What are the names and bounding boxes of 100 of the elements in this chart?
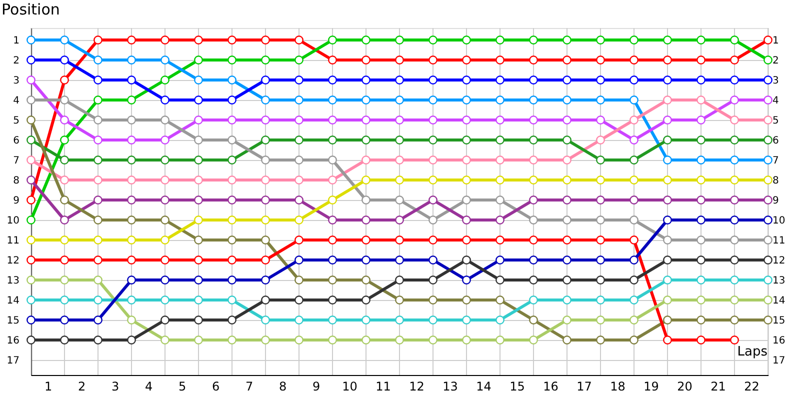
point — [764, 76, 772, 84]
point — [630, 256, 638, 264]
point — [94, 336, 102, 344]
point — [696, 296, 706, 304]
point — [428, 336, 438, 344]
point — [462, 116, 471, 124]
point — [127, 76, 136, 84]
point — [362, 156, 370, 164]
point — [395, 176, 404, 184]
point — [26, 236, 36, 244]
point — [663, 76, 672, 84]
point — [462, 76, 471, 84]
point — [395, 216, 404, 224]
point — [362, 136, 370, 144]
x-tick-label: 11 — [376, 380, 391, 394]
point — [562, 116, 572, 124]
point — [663, 156, 672, 164]
point — [630, 36, 638, 44]
point — [294, 76, 304, 84]
point — [462, 236, 471, 244]
point — [696, 136, 706, 144]
point — [428, 236, 438, 244]
point — [730, 276, 739, 284]
point — [60, 236, 69, 244]
point — [194, 236, 203, 244]
point — [596, 156, 605, 164]
point — [730, 236, 739, 244]
point — [562, 176, 572, 184]
point — [328, 96, 337, 104]
point — [26, 276, 36, 284]
y-tick-label: 3 — [13, 76, 20, 86]
point — [261, 316, 270, 324]
point — [663, 336, 672, 344]
point — [428, 276, 438, 284]
point — [428, 196, 438, 204]
point — [764, 156, 772, 164]
point — [228, 96, 236, 104]
point — [730, 56, 739, 64]
point — [764, 36, 772, 44]
point — [529, 236, 538, 244]
point — [630, 216, 638, 224]
point — [395, 156, 404, 164]
point — [261, 56, 270, 64]
x-tick-label: 21 — [710, 380, 726, 394]
point — [261, 156, 270, 164]
point — [630, 276, 638, 284]
point — [26, 196, 36, 204]
point — [294, 216, 304, 224]
point — [696, 276, 706, 284]
point — [194, 316, 203, 324]
point — [60, 176, 69, 184]
point — [428, 216, 438, 224]
point — [194, 76, 203, 84]
x-tick-label: 6 — [212, 380, 220, 394]
point — [328, 336, 337, 344]
point — [395, 76, 404, 84]
point — [496, 276, 504, 284]
point — [228, 136, 236, 144]
point — [696, 256, 706, 264]
x-tick-label: 12 — [409, 380, 424, 394]
point — [529, 156, 538, 164]
y-tick-label: 1 — [13, 36, 20, 46]
x-tick-label: 17 — [576, 380, 592, 394]
point — [160, 136, 170, 144]
point — [529, 176, 538, 184]
point — [160, 196, 170, 204]
point — [328, 116, 337, 124]
point — [328, 56, 337, 64]
x-tick-label: 16 — [543, 380, 558, 394]
y-tick-label: 14 — [6, 296, 20, 306]
point — [764, 96, 772, 104]
point — [428, 76, 438, 84]
point — [730, 196, 739, 204]
point — [529, 136, 538, 144]
point — [562, 256, 572, 264]
point — [496, 296, 504, 304]
point — [496, 196, 504, 204]
point — [562, 196, 572, 204]
x-tick-label: 18 — [610, 380, 626, 394]
point — [294, 316, 304, 324]
point — [261, 256, 270, 264]
point — [26, 136, 36, 144]
point — [730, 36, 739, 44]
point — [194, 56, 203, 64]
x-tick-label: 7 — [245, 380, 254, 394]
point — [395, 316, 404, 324]
point — [730, 176, 739, 184]
point — [261, 336, 270, 344]
point — [730, 336, 739, 344]
point — [194, 196, 203, 204]
point — [26, 96, 36, 104]
point — [496, 136, 504, 144]
y-tick-label: 17 — [6, 356, 20, 366]
point — [228, 236, 236, 244]
point — [228, 156, 236, 164]
point — [294, 296, 304, 304]
point — [663, 236, 672, 244]
point — [194, 256, 203, 264]
point — [496, 96, 504, 104]
point — [127, 96, 136, 104]
